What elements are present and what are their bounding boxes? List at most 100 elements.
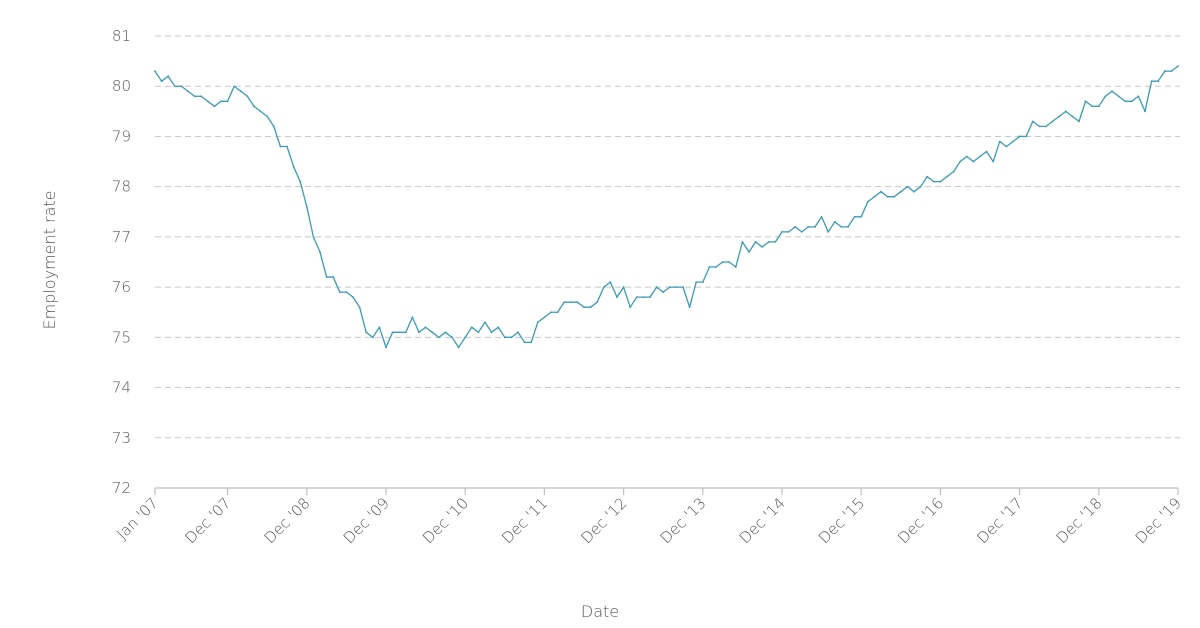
data-point (649, 296, 651, 299)
data-point (536, 321, 539, 324)
data-point (583, 306, 585, 309)
data-point (411, 316, 414, 319)
data-point (424, 326, 427, 329)
data-point (1117, 95, 1120, 98)
data-point (992, 160, 995, 163)
y-tick-label: 73 (112, 429, 131, 447)
data-point (695, 281, 698, 283)
data-point (781, 230, 783, 233)
data-point (213, 105, 216, 108)
data-point (173, 85, 176, 88)
data-point (187, 90, 189, 93)
data-point (550, 311, 552, 314)
data-point (589, 306, 592, 309)
series-layer (154, 65, 1179, 349)
data-point (741, 241, 744, 243)
x-tick-label: Dec '19 (1132, 494, 1185, 547)
data-point (721, 261, 724, 263)
data-point (292, 165, 295, 168)
x-tick-label: Dec '10 (419, 494, 472, 547)
data-point (246, 95, 249, 98)
data-point (431, 331, 434, 334)
data-point (517, 331, 519, 334)
data-point (451, 336, 453, 339)
x-tick-label: Dec '16 (894, 494, 947, 547)
data-point (1038, 125, 1041, 128)
data-point (1005, 145, 1008, 148)
data-point (1018, 135, 1021, 138)
data-point (1064, 110, 1067, 113)
data-point (286, 145, 288, 148)
data-point (1045, 125, 1047, 128)
data-point (1051, 120, 1054, 123)
data-point (398, 331, 401, 334)
data-point (985, 150, 988, 153)
data-point (1025, 135, 1028, 138)
data-point (807, 225, 810, 228)
data-point (576, 301, 579, 304)
x-tick-label: Dec '08 (261, 494, 314, 547)
data-point (880, 190, 882, 193)
y-axis-title: Employment rate (40, 191, 59, 330)
data-point (814, 225, 816, 228)
x-axis-title: Date (581, 602, 619, 621)
data-point (998, 140, 1001, 143)
data-point (563, 301, 566, 304)
data-point (642, 296, 645, 299)
data-point (167, 75, 170, 78)
data-point (239, 90, 242, 93)
y-axis-tick-labels: 72 73 74 75 76 77 78 79 80 81 (112, 27, 131, 497)
data-point (1031, 120, 1034, 123)
series-points (154, 65, 1179, 349)
data-point (233, 85, 236, 88)
data-point (662, 291, 665, 294)
data-point (332, 276, 335, 278)
x-axis-tick-labels: Jan '07 Dec '07 Dec '08 Dec '09 Dec '10 Dec '… (113, 494, 1185, 547)
data-point (873, 195, 876, 198)
data-point (569, 301, 572, 304)
data-point (728, 261, 731, 263)
data-point (767, 241, 770, 243)
data-point (305, 205, 308, 208)
data-point (206, 100, 209, 103)
y-tick-label: 76 (112, 278, 131, 296)
data-point (503, 336, 506, 339)
data-point (748, 251, 750, 253)
data-point (266, 115, 269, 118)
data-point (1012, 140, 1014, 143)
data-point (952, 170, 955, 173)
data-point (160, 80, 163, 83)
data-point (787, 230, 790, 233)
data-point (972, 160, 975, 163)
data-point (833, 220, 836, 223)
data-point (1078, 120, 1080, 123)
data-point (609, 281, 612, 283)
grid-lines (155, 35, 1180, 439)
x-tick-label: Dec '13 (657, 494, 710, 547)
data-point (418, 331, 420, 334)
data-point (200, 95, 203, 98)
x-tick-label: Dec '17 (973, 494, 1026, 547)
data-point (154, 70, 156, 73)
data-point (629, 306, 632, 309)
data-point (1144, 110, 1146, 113)
data-point (754, 241, 757, 243)
data-point (1111, 90, 1113, 93)
data-point (325, 276, 328, 278)
y-tick-label: 79 (112, 127, 131, 145)
data-point (1137, 95, 1140, 98)
data-point (675, 286, 678, 289)
data-point (708, 266, 711, 268)
data-point (470, 326, 473, 329)
data-point (556, 311, 559, 314)
data-point (655, 286, 658, 289)
x-tick-label: Dec '14 (736, 494, 789, 547)
y-tick-label: 74 (112, 379, 131, 397)
data-point (701, 281, 704, 283)
data-point (682, 286, 684, 289)
data-point (1170, 70, 1173, 73)
y-tick-label: 78 (112, 178, 131, 196)
data-point (345, 291, 348, 294)
data-point (444, 331, 447, 334)
data-point (497, 326, 500, 329)
